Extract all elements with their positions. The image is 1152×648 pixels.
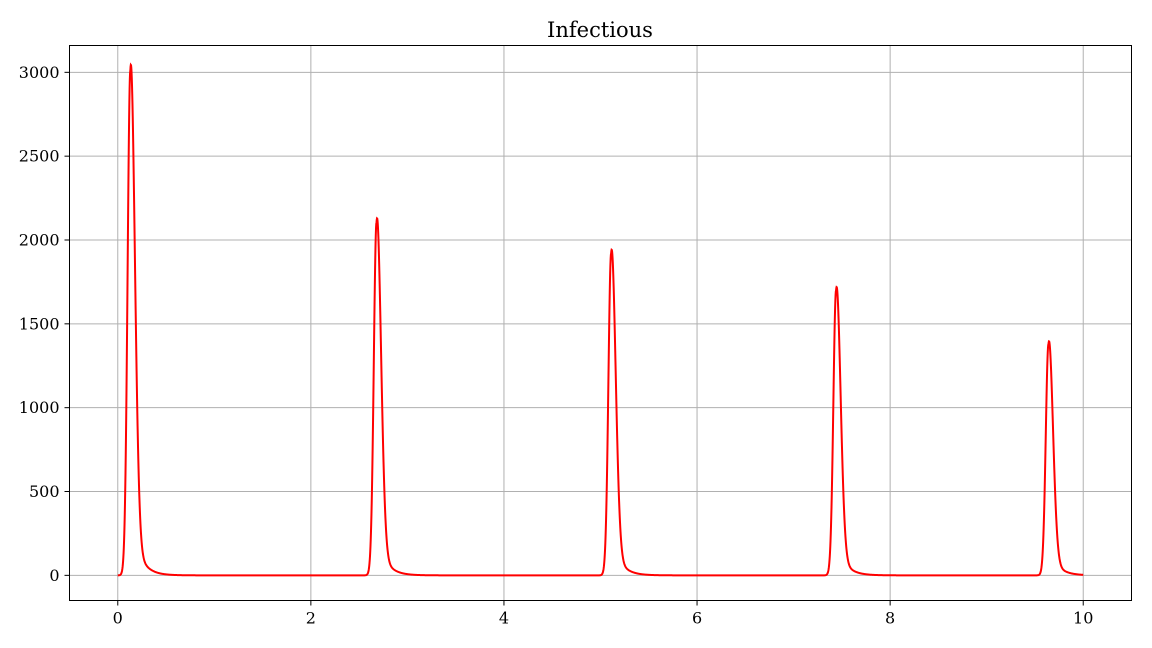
y-tick-label: 3000 [19,63,60,82]
y-tick-label: 1500 [19,314,60,333]
x-tick-label: 6 [692,609,702,628]
x-tick-label: 4 [499,609,509,628]
infectious-series-line [117,62,1084,577]
plot-frame [69,45,1132,601]
chart-title: Infectious [547,18,653,42]
series-layer [117,62,1084,577]
y-tick-label: 0 [49,566,59,585]
y-tick-label: 500 [29,482,60,501]
x-tick-label: 0 [113,609,123,628]
x-tick-label: 2 [306,609,316,628]
y-tick-label: 1000 [19,398,60,417]
axis-layer: 0 2 4 6 8 10 0 500 1000 1500 2000 2500 3000 [19,63,1094,628]
x-tick-label: 10 [1073,609,1093,628]
y-tick-label: 2500 [19,147,60,166]
y-tick-label: 2000 [19,231,60,250]
x-tick-label: 8 [885,609,895,628]
grid-layer [69,45,1132,601]
